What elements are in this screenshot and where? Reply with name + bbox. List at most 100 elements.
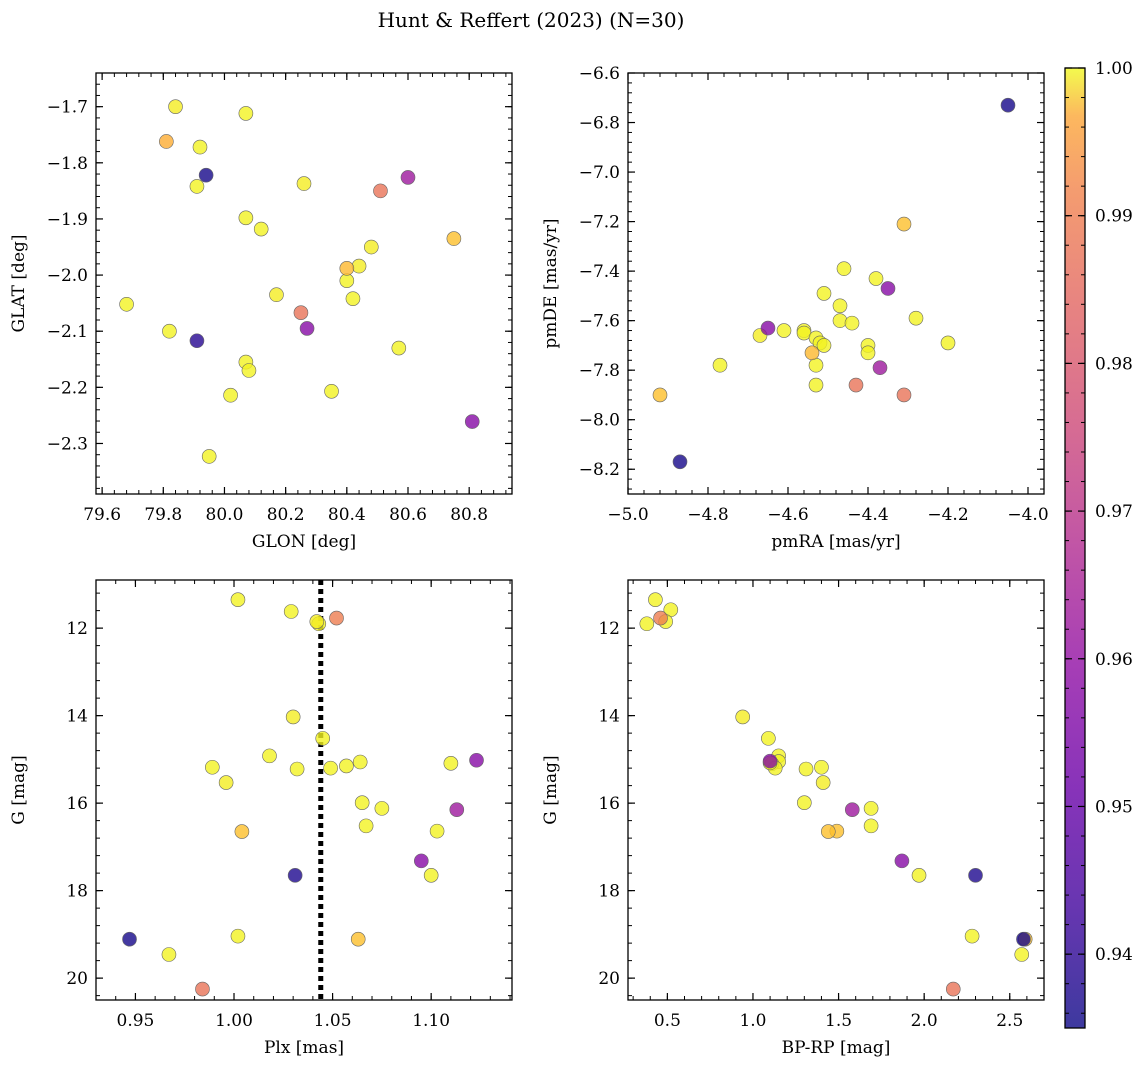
y-tick-label: −7.6 bbox=[579, 312, 620, 332]
x-tick-label: 1.00 bbox=[215, 1011, 253, 1031]
data-point bbox=[323, 760, 338, 776]
data-point bbox=[816, 286, 832, 301]
data-point bbox=[324, 383, 339, 399]
data-point bbox=[345, 291, 361, 306]
data-point bbox=[816, 338, 832, 353]
data-point bbox=[400, 170, 416, 185]
data-point bbox=[414, 853, 429, 869]
data-point bbox=[945, 981, 961, 997]
x-tick-label: 80.6 bbox=[389, 505, 427, 525]
data-point bbox=[230, 928, 246, 944]
data-point bbox=[469, 752, 484, 768]
y-tick-label: −1.9 bbox=[47, 210, 88, 230]
data-point bbox=[358, 818, 374, 834]
y-tick-label: −2.1 bbox=[47, 322, 88, 342]
data-point bbox=[309, 614, 325, 629]
data-point bbox=[363, 239, 379, 255]
data-point bbox=[797, 795, 812, 810]
data-point bbox=[798, 761, 814, 777]
colorbar-frame bbox=[1064, 67, 1086, 1029]
y-tick-label: 20 bbox=[66, 969, 88, 989]
data-point bbox=[814, 759, 829, 775]
data-point bbox=[443, 756, 459, 771]
data-point bbox=[672, 454, 688, 470]
data-point bbox=[868, 271, 884, 286]
data-point bbox=[652, 387, 668, 403]
axes-frame bbox=[627, 579, 1045, 1001]
data-point bbox=[808, 357, 824, 373]
data-point bbox=[860, 345, 876, 361]
data-point bbox=[964, 928, 980, 944]
data-point bbox=[863, 801, 879, 816]
data-point bbox=[712, 357, 728, 373]
data-point bbox=[289, 761, 305, 777]
y-tick-label: 20 bbox=[598, 969, 620, 989]
x-tick-label: 0.95 bbox=[117, 1011, 155, 1031]
data-point bbox=[911, 868, 927, 883]
x-tick-label: −4.8 bbox=[687, 505, 728, 525]
data-point bbox=[815, 775, 831, 790]
data-point bbox=[201, 449, 217, 464]
axes-frame bbox=[95, 72, 513, 495]
data-point bbox=[198, 167, 214, 183]
data-point bbox=[253, 221, 269, 237]
data-point bbox=[968, 868, 983, 883]
data-point bbox=[192, 139, 208, 155]
data-point bbox=[1000, 97, 1016, 113]
x-tick-label: −4.4 bbox=[847, 505, 888, 525]
data-point bbox=[896, 216, 912, 232]
data-point bbox=[776, 323, 792, 338]
data-point bbox=[844, 802, 860, 817]
data-point bbox=[296, 176, 312, 191]
data-point bbox=[761, 731, 776, 746]
data-point bbox=[894, 853, 910, 869]
data-point bbox=[269, 287, 284, 303]
x-tick-label: 80.8 bbox=[450, 505, 488, 525]
data-point bbox=[352, 754, 368, 770]
data-point bbox=[299, 321, 315, 336]
data-point bbox=[374, 801, 390, 816]
data-point bbox=[339, 758, 354, 774]
data-point bbox=[1014, 947, 1030, 962]
y-tick-label: −2.3 bbox=[47, 434, 88, 454]
data-point bbox=[189, 179, 205, 194]
data-point bbox=[339, 261, 355, 276]
data-point bbox=[940, 335, 956, 351]
data-point bbox=[205, 759, 220, 775]
data-point bbox=[429, 823, 445, 839]
axes-frame bbox=[627, 72, 1045, 495]
data-point bbox=[223, 387, 238, 403]
y-tick-label: −8.2 bbox=[579, 460, 620, 480]
y-tick-label: −1.8 bbox=[47, 154, 88, 174]
x-tick-label: 1.05 bbox=[314, 1011, 352, 1031]
data-point bbox=[241, 363, 257, 378]
y-tick-label: 12 bbox=[66, 619, 88, 639]
data-point bbox=[832, 313, 848, 328]
data-point bbox=[1016, 931, 1031, 947]
x-tick-label: −5.0 bbox=[607, 505, 648, 525]
data-point bbox=[836, 261, 852, 276]
y-tick-label: −7.8 bbox=[579, 361, 620, 381]
panel-plx-g: 0.95 1.00 1.05 1.10 12 14 16 18 20 Plx [mas] G [ma… bbox=[9, 579, 513, 1058]
x-axis-label: BP-RP [mag] bbox=[782, 1038, 891, 1058]
y-tick-label: 18 bbox=[598, 882, 620, 902]
data-point bbox=[350, 931, 366, 947]
colorbar-tick-label: 0.99 bbox=[1095, 207, 1133, 227]
data-point bbox=[639, 616, 655, 632]
data-point bbox=[820, 824, 836, 839]
data-point bbox=[230, 592, 246, 607]
data-point bbox=[832, 298, 848, 314]
x-tick-label: −4.2 bbox=[927, 505, 968, 525]
panel-glon-glat: 79.6 79.8 80.0 80.2 80.4 80.6 80.8 −2.3 −2.2 −2.1… bbox=[9, 72, 513, 552]
data-point bbox=[351, 258, 367, 274]
data-point bbox=[262, 748, 277, 764]
y-axis-label: G [mag] bbox=[541, 755, 561, 824]
data-point bbox=[648, 592, 663, 607]
data-point bbox=[653, 610, 668, 626]
x-tick-label: 80.4 bbox=[328, 505, 366, 525]
data-point bbox=[735, 709, 750, 725]
panel-pmra-pmde: −5.0 −4.8 −4.6 −4.4 −4.2 −4.0 −8.2 −8.0 −7.8 −7.6… bbox=[541, 64, 1049, 552]
data-point bbox=[804, 345, 820, 361]
data-point bbox=[122, 931, 137, 947]
